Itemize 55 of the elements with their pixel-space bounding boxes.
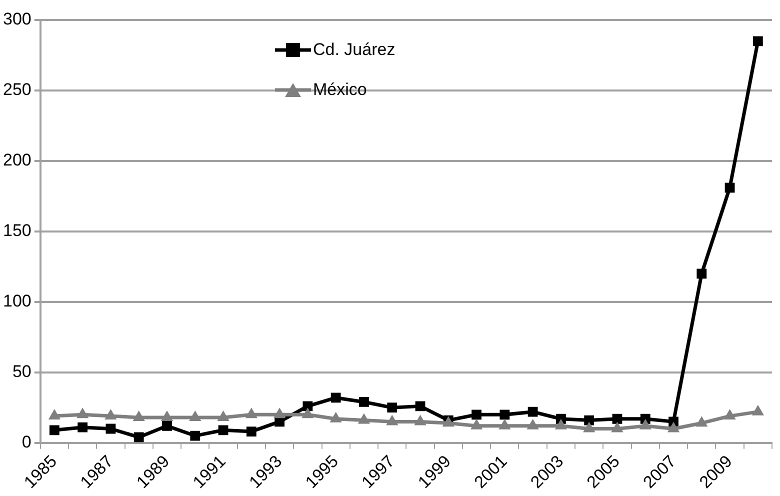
point [667,422,680,432]
point [217,410,230,421]
point [639,418,652,430]
point [526,418,539,430]
point [498,418,511,430]
y-tick-label: 100 [2,292,32,311]
point [528,406,538,417]
point [246,426,256,437]
point [415,401,426,412]
point [160,410,174,421]
point [611,422,624,432]
y-tick-label: 0 [22,432,32,452]
y-tick-label: 300 [2,10,32,29]
point [696,416,708,427]
point [162,420,172,431]
y-tick-label: 250 [2,80,32,100]
point [106,424,116,434]
point [302,408,314,418]
point [724,409,736,420]
point [752,36,763,46]
y-tick-label: 50 [12,362,32,382]
point [500,410,510,420]
point [190,430,200,441]
point [78,422,88,432]
point [273,408,286,418]
point [358,413,370,424]
legend-label: Cd. Juárez [313,40,396,60]
point [470,418,483,430]
point [387,402,398,413]
point [554,418,568,430]
point [104,409,117,420]
point [359,397,369,407]
point [414,414,426,426]
point [132,410,145,421]
point [583,422,596,432]
point [330,412,342,422]
point [134,432,144,442]
point [724,182,735,193]
point [76,408,89,418]
point [612,414,622,424]
point [49,425,60,436]
point [218,425,228,436]
point [752,404,764,416]
point [330,392,341,403]
y-tick-label: 200 [2,150,32,170]
point [302,401,313,412]
point [386,414,398,426]
point [48,409,60,420]
point [472,410,482,420]
point [189,410,202,421]
point [696,268,707,279]
y-tick-label: 150 [2,221,32,240]
point [584,415,594,426]
legend-label: México [313,80,367,100]
point [245,408,258,418]
